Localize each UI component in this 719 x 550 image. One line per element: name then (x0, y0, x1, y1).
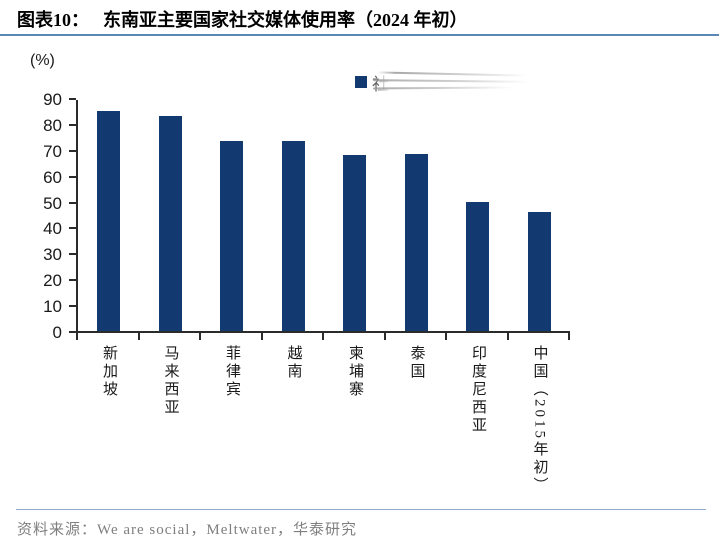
category-label-柬埔寨: 柬埔寨 (324, 345, 386, 540)
y-tick-40 (69, 227, 76, 230)
category-label-越南: 越南 (263, 345, 325, 540)
category-label-text: 菲律宾 (224, 345, 240, 399)
x-tick-4 (322, 333, 324, 340)
y-tick-30 (69, 253, 76, 256)
y-tick-50 (69, 201, 76, 204)
bar-新加坡 (97, 110, 121, 331)
y-tick-label-90: 90 (43, 90, 62, 109)
x-axis-line (76, 331, 570, 333)
y-tick-80 (69, 123, 76, 126)
y-tick-20 (69, 279, 76, 282)
y-axis-unit-label: (%) (30, 52, 55, 69)
y-axis-line (76, 100, 78, 333)
figure-title-text: 东南亚主要国家社交媒体使用率（2024 年初） (103, 10, 468, 30)
y-tick-label-60: 60 (43, 167, 62, 187)
category-label-新加坡: 新加坡 (78, 345, 140, 540)
bar-马来西亚 (158, 116, 182, 331)
y-tick-60 (69, 175, 76, 178)
category-label-text: 中国（2015年初） (531, 345, 548, 495)
figure-number-label: 图表10： (17, 10, 89, 30)
category-label-中国（2015年初）: 中国（2015年初） (509, 345, 571, 540)
y-tick-0 (69, 331, 76, 333)
x-tick-5 (383, 333, 386, 340)
y-tick-label-30: 30 (43, 245, 62, 265)
y-tick-70 (69, 149, 76, 152)
bar-菲律宾 (220, 140, 244, 331)
y-tick-label-0: 0 (52, 323, 62, 342)
x-tick-7 (506, 333, 509, 340)
bar-印度尼西亚 (466, 201, 490, 331)
category-label-菲律宾: 菲律宾 (201, 345, 263, 540)
bar-越南 (281, 141, 305, 331)
y-tick-10 (69, 305, 76, 308)
y-tick-label-80: 80 (43, 115, 62, 135)
category-label-text: 越南 (285, 345, 302, 381)
x-tick-8 (568, 333, 570, 340)
category-label-印度尼西亚: 印度尼西亚 (447, 345, 509, 540)
category-label-text: 柬埔寨 (347, 345, 363, 399)
y-tick-label-10: 10 (43, 297, 62, 317)
bar-柬埔寨 (343, 154, 367, 331)
title-underline (0, 34, 719, 36)
y-tick-label-70: 70 (43, 141, 62, 161)
source-note: 资料来源：We are social，Meltwater，华泰研究 (17, 522, 358, 538)
category-label-text: 马来西亚 (162, 345, 179, 417)
x-tick-3 (260, 333, 263, 340)
bar-中国（2015年初） (527, 211, 551, 331)
x-tick-2 (199, 333, 201, 340)
footer-divider (16, 509, 706, 510)
x-tick-6 (445, 333, 447, 340)
legend-swatch (355, 76, 367, 88)
category-label-泰国: 泰国 (386, 345, 448, 540)
category-label-text: 新加坡 (101, 345, 117, 399)
category-label-text: 泰国 (408, 345, 425, 381)
y-tick-label-20: 20 (43, 271, 62, 291)
figure-title: 图表10： 东南亚主要国家社交媒体使用率（2024 年初） (17, 6, 711, 32)
category-label-马来西亚: 马来西亚 (140, 345, 202, 540)
y-tick-label-40: 40 (43, 219, 62, 239)
chart-legend: 社 (355, 70, 545, 96)
category-label-text: 印度尼西亚 (470, 345, 486, 435)
y-tick-90 (69, 98, 76, 100)
y-tick-label-50: 50 (43, 193, 62, 213)
x-tick-0 (76, 333, 78, 340)
bar-泰国 (404, 154, 428, 331)
x-tick-1 (137, 333, 140, 340)
